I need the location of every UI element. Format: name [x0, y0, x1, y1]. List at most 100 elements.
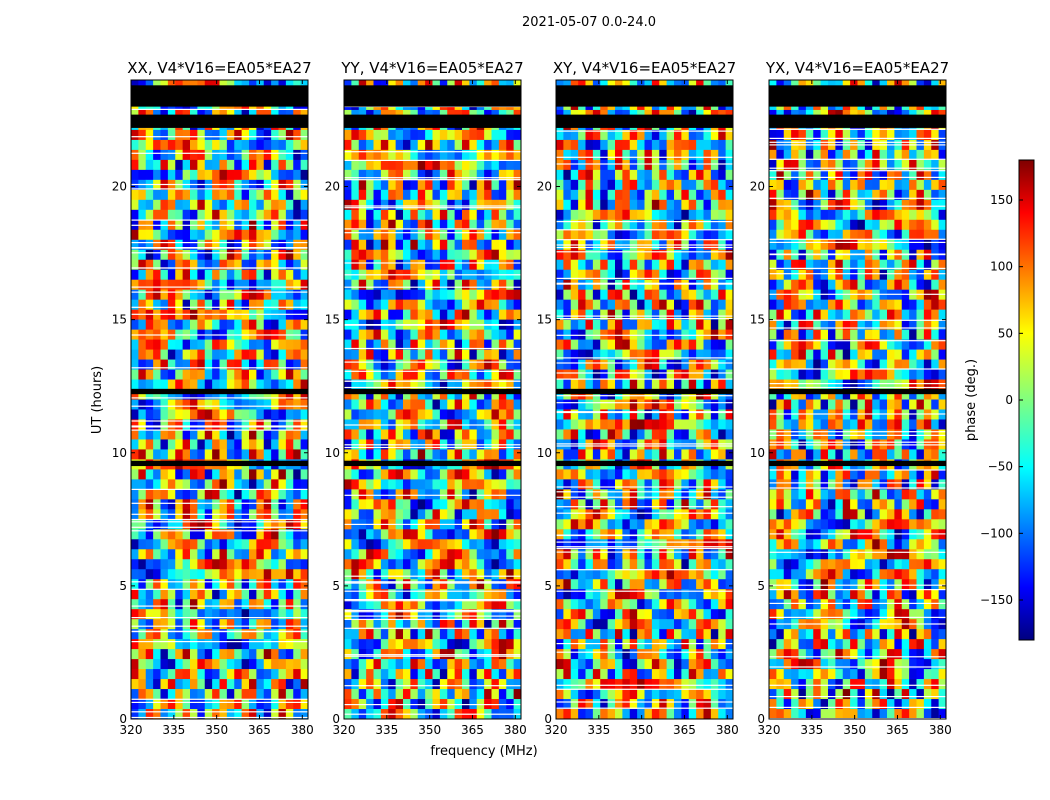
heatmap-cell [629, 589, 638, 600]
heatmap-cell [476, 479, 485, 490]
heatmap-cell [491, 449, 500, 460]
heatmap-cell [696, 539, 704, 550]
heatmap-cell [366, 169, 374, 181]
heatmap-cell [469, 449, 478, 460]
heatmap-cell [462, 289, 470, 301]
heatmap-cell [725, 439, 734, 450]
heatmap-cell [256, 489, 265, 500]
heatmap-cell [622, 259, 631, 271]
heatmap-cell [570, 499, 579, 510]
heatmap-cell [439, 639, 448, 650]
heatmap-cell [182, 579, 191, 590]
heatmap-cell [725, 369, 734, 380]
heatmap-cell [249, 129, 257, 141]
heatmap-cell [249, 499, 257, 510]
scan-gap [344, 424, 521, 426]
heatmap-cell [212, 319, 220, 331]
heatmap-cell [454, 289, 463, 301]
heatmap-cell [351, 329, 360, 340]
heatmap-cell [674, 159, 682, 171]
heatmap-cell [666, 569, 675, 580]
heatmap-cell [659, 479, 668, 490]
heatmap-cell [432, 169, 441, 181]
heatmap-cell [131, 429, 139, 440]
heatmap-cell [491, 559, 500, 570]
heatmap-cell [373, 479, 382, 490]
heatmap-cell [651, 549, 660, 560]
heatmap-cell [131, 499, 139, 510]
heatmap-cell [644, 699, 653, 710]
heatmap-cell [506, 579, 515, 590]
heatmap-cell [696, 639, 704, 650]
heatmap-cell [175, 159, 184, 171]
heatmap-cell [513, 339, 522, 350]
heatmap-cell [570, 209, 579, 221]
heatmap-cell [710, 149, 719, 161]
heatmap-cell [651, 139, 660, 151]
heatmap-cell [585, 259, 594, 271]
heatmap-cell [395, 659, 404, 670]
heatmap-cell [491, 139, 500, 151]
heatmap-cell [454, 279, 463, 291]
heatmap-cell [447, 609, 456, 620]
heatmap-cell [131, 599, 139, 610]
heatmap-cell [226, 409, 235, 420]
heatmap-cell [138, 479, 147, 490]
heatmap-cell [300, 249, 309, 261]
heatmap-cell [651, 319, 660, 331]
heatmap-cell [293, 269, 302, 281]
heatmap-cell [175, 339, 184, 350]
heatmap-cell [160, 399, 169, 410]
heatmap-cell [190, 80, 198, 91]
heatmap-cell [651, 569, 660, 580]
flagged-band [131, 460, 308, 467]
heatmap-cell [358, 349, 367, 360]
heatmap-cell [167, 469, 176, 480]
heatmap-cell [366, 289, 374, 301]
heatmap-cell [674, 589, 682, 600]
heatmap-cell [462, 669, 470, 680]
heatmap-cell [373, 209, 382, 221]
heatmap-cell [592, 519, 601, 530]
heatmap-cell [681, 199, 690, 211]
heatmap-cell [226, 589, 235, 600]
heatmap-cell [145, 229, 154, 241]
heatmap-cell [278, 139, 287, 151]
heatmap-cell [410, 329, 419, 340]
heatmap-cell [585, 229, 594, 241]
heatmap-cell [688, 619, 697, 630]
heatmap-cell [696, 379, 704, 390]
heatmap-cell [182, 319, 191, 331]
heatmap-cell [131, 319, 139, 331]
heatmap-cell [175, 80, 184, 91]
heatmap-cell [725, 599, 734, 610]
phase-heatmap [344, 80, 522, 720]
heatmap-cell [241, 159, 250, 171]
heatmap-cell [439, 489, 448, 500]
heatmap-cell [681, 179, 690, 191]
heatmap-cell [271, 349, 279, 360]
heatmap-cell [710, 499, 719, 510]
heatmap-cell [175, 469, 184, 480]
heatmap-cell [659, 559, 668, 570]
heatmap-cell [592, 679, 601, 690]
heatmap-cell [131, 659, 139, 670]
heatmap-cell [241, 379, 250, 390]
heatmap-cell [585, 80, 594, 91]
heatmap-cell [454, 449, 463, 460]
heatmap-cell [271, 649, 279, 660]
heatmap-cell [432, 529, 441, 540]
heatmap-cell [506, 249, 515, 261]
heatmap-cell [204, 489, 213, 500]
heatmap-cell [432, 369, 441, 380]
heatmap-cell [629, 419, 638, 430]
heatmap-cell [563, 579, 572, 590]
heatmap-cell [131, 629, 139, 640]
heatmap-cell [600, 369, 609, 380]
heatmap-cell [484, 639, 492, 650]
heatmap-cell [916, 80, 925, 91]
heatmap-cell [234, 689, 243, 700]
heatmap-cell [592, 129, 601, 141]
heatmap-cell [160, 669, 169, 680]
heatmap-cell [828, 80, 836, 91]
